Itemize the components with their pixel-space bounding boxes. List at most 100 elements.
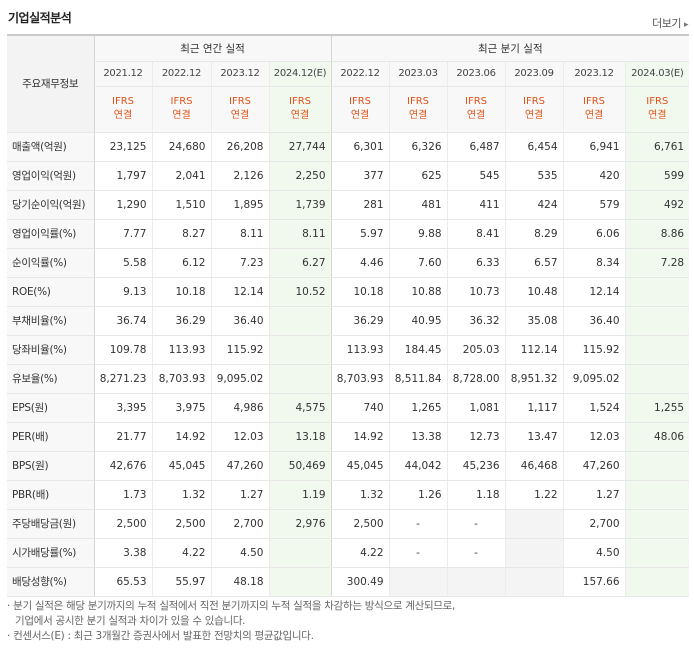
table-cell <box>624 480 690 510</box>
table-cell: 45,236 <box>446 451 506 481</box>
table-cell: 545 <box>446 161 506 191</box>
row-label: PBR(배) <box>7 480 94 510</box>
footnotes: · 분기 실적은 해당 분기까지의 누적 실적에서 직전 분기까지의 누적 실적… <box>7 599 689 644</box>
table-cell: 113.93 <box>330 335 390 365</box>
table-row: 매출액(억원) 23,125 24,680 26,208 27,744 6,301 6,32… <box>7 132 690 162</box>
accounting-standard-header: IFRS 연결 <box>562 86 626 133</box>
table-cell: 535 <box>504 161 564 191</box>
period-header: 2024.12(E) <box>268 61 332 87</box>
table-cell: 2,700 <box>562 509 626 539</box>
table-cell: 6.33 <box>446 248 506 278</box>
table-cell: 13.47 <box>504 422 564 452</box>
row-label: 주당배당금(원) <box>7 509 94 539</box>
table-cell: 300.49 <box>330 567 390 597</box>
table-cell: 1.27 <box>562 480 626 510</box>
table-cell: 10.73 <box>446 277 506 307</box>
table-cell: 2,500 <box>330 509 390 539</box>
annual-group-header: 최근 연간 실적 <box>93 34 332 62</box>
table-cell: 625 <box>388 161 448 191</box>
table-cell: 6.06 <box>562 219 626 249</box>
period-header: 2023.12 <box>562 61 626 87</box>
table-cell: 13.18 <box>268 422 332 452</box>
table-cell <box>504 538 564 568</box>
table-cell: 113.93 <box>151 335 211 365</box>
table-cell: - <box>388 509 448 539</box>
table-cell <box>268 364 332 394</box>
table-cell: 205.03 <box>446 335 506 365</box>
table-cell: 24,680 <box>151 132 211 162</box>
table-cell: 48.18 <box>210 567 269 597</box>
table-cell: 2,126 <box>210 161 269 191</box>
table-cell: 8,951.32 <box>504 364 564 394</box>
accounting-standard-header: IFRS 연결 <box>210 86 269 133</box>
table-cell: 12.03 <box>210 422 269 452</box>
table-row: ROE(%) 9.13 10.18 12.14 10.52 10.18 10.88 10.73… <box>7 277 690 307</box>
table-cell: 1,265 <box>388 393 448 423</box>
table-cell: 424 <box>504 190 564 220</box>
table-cell: 65.53 <box>93 567 152 597</box>
table-cell: 1.18 <box>446 480 506 510</box>
accounting-standard-header: IFRS 연결 <box>330 86 390 133</box>
table-cell: 36.40 <box>562 306 626 336</box>
table-cell: 740 <box>330 393 390 423</box>
table-cell <box>268 335 332 365</box>
period-header: 2021.12 <box>93 61 152 87</box>
table-cell: 40.95 <box>388 306 448 336</box>
table-cell: 8.34 <box>562 248 626 278</box>
table-cell: 6,301 <box>330 132 390 162</box>
standard-scope: 연결 <box>113 110 133 121</box>
row-label: ROE(%) <box>7 277 94 307</box>
table-cell: 6,941 <box>562 132 626 162</box>
table-row: 당기순이익(억원) 1,290 1,510 1,895 1,739 281 481 411 42… <box>7 190 690 220</box>
table-cell: 8.29 <box>504 219 564 249</box>
table-cell: 2,250 <box>268 161 332 191</box>
table-cell <box>624 277 690 307</box>
financial-summary-table: 주요재무정보 최근 연간 실적 최근 분기 실적 2021.12 2022.12 2… <box>7 34 690 597</box>
table-cell: 8,703.93 <box>151 364 211 394</box>
table-cell <box>624 335 690 365</box>
accounting-standard-header: IFRS 연결 <box>504 86 564 133</box>
table-cell: 36.32 <box>446 306 506 336</box>
table-cell: 9,095.02 <box>210 364 269 394</box>
standard-name: IFRS <box>170 96 193 107</box>
table-cell: 6,761 <box>624 132 690 162</box>
table-cell: 1.27 <box>210 480 269 510</box>
table-cell: 377 <box>330 161 390 191</box>
table-cell: 6,454 <box>504 132 564 162</box>
table-cell: 115.92 <box>210 335 269 365</box>
period-header: 2023.12 <box>210 61 269 87</box>
row-label: 시가배당률(%) <box>7 538 94 568</box>
table-cell: 1,255 <box>624 393 690 423</box>
table-cell <box>268 306 332 336</box>
table-cell: 35.08 <box>504 306 564 336</box>
table-cell: 112.14 <box>504 335 564 365</box>
table-cell: 2,500 <box>93 509 152 539</box>
table-cell: 1,739 <box>268 190 332 220</box>
table-cell: 6.57 <box>504 248 564 278</box>
table-cell: 8,271.23 <box>93 364 152 394</box>
table-cell: 26,208 <box>210 132 269 162</box>
more-link[interactable]: 더보기 ▸ <box>652 15 688 31</box>
table-cell: 7.77 <box>93 219 152 249</box>
table-cell: 411 <box>446 190 506 220</box>
table-cell: 7.28 <box>624 248 690 278</box>
more-label: 더보기 <box>652 17 681 30</box>
table-cell: 36.74 <box>93 306 152 336</box>
table-row: 주당배당금(원) 2,500 2,500 2,700 2,976 2,500- -2,700 <box>7 509 690 539</box>
row-label: 당기순이익(억원) <box>7 190 94 220</box>
table-cell: 109.78 <box>93 335 152 365</box>
table-cell <box>624 509 690 539</box>
table-cell: 8,511.84 <box>388 364 448 394</box>
standard-name: IFRS <box>646 96 669 107</box>
table-row: 영업이익률(%) 7.77 8.27 8.11 8.11 5.97 9.88 8.41 8.29… <box>7 219 690 249</box>
table-cell: 8,728.00 <box>446 364 506 394</box>
table-cell: 1,895 <box>210 190 269 220</box>
table-cell: 42,676 <box>93 451 152 481</box>
table-row: 순이익률(%) 5.58 6.12 7.23 6.27 4.46 7.60 6.33 6.57 8… <box>7 248 690 278</box>
table-cell: 4.46 <box>330 248 390 278</box>
table-cell: 12.73 <box>446 422 506 452</box>
row-label: 영업이익률(%) <box>7 219 94 249</box>
accounting-standard-header: IFRS 연결 <box>388 86 448 133</box>
footnote-2: · 컨센서스(E) : 최근 3개월간 증권사에서 발표한 전망치의 평균값입니… <box>7 630 314 642</box>
period-header: 2022.12 <box>330 61 390 87</box>
